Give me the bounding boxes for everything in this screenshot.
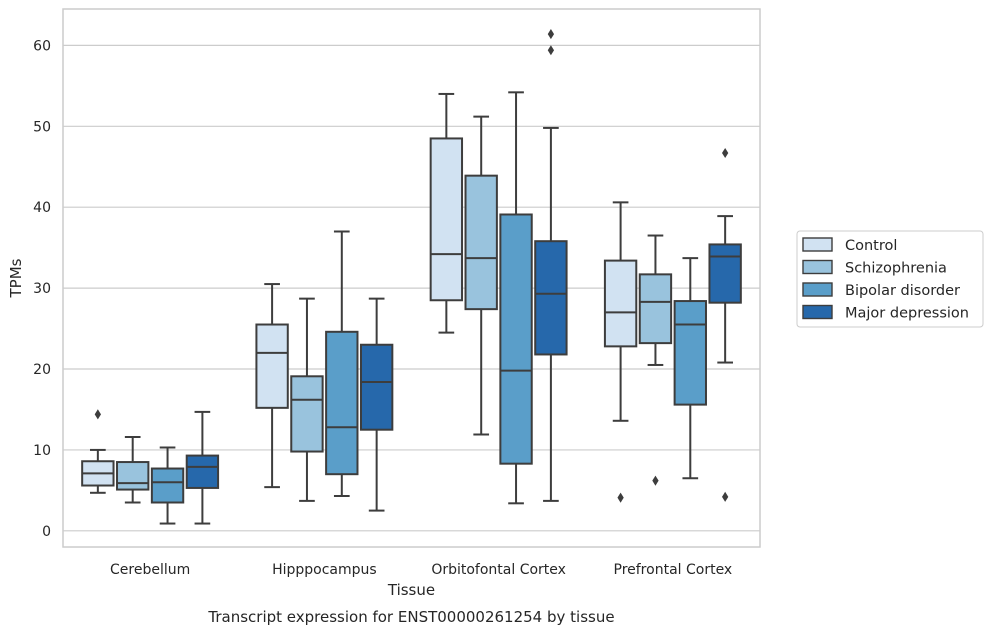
- x-tick-label: Prefrontal Cortex: [614, 562, 733, 578]
- gridlines: [63, 44, 760, 532]
- box-series-group: [81, 29, 742, 525]
- y-tick-label: 0: [42, 524, 51, 540]
- y-tick-label: 30: [33, 281, 51, 297]
- y-tick-label: 10: [33, 443, 51, 459]
- outlier-point: [94, 409, 101, 420]
- legend-swatch: [802, 304, 833, 320]
- box: [638, 273, 673, 345]
- box: [673, 300, 707, 406]
- y-tick-label: 50: [33, 119, 51, 135]
- y-tick-labels: 0 10 20 30 40 50 60: [33, 38, 51, 539]
- legend: Control Schizophrenia Bipolar disorder Majo…: [796, 230, 984, 328]
- outlier-point: [547, 45, 555, 56]
- box: [116, 461, 150, 491]
- outlier-point: [547, 29, 555, 40]
- y-tick-label: 60: [33, 38, 51, 54]
- box: [603, 259, 638, 348]
- outlier-point: [652, 475, 659, 486]
- series-major-depression: [185, 29, 742, 525]
- legend-swatch: [802, 237, 833, 252]
- outlier-point: [722, 491, 729, 502]
- x-axis-title: Tissue: [387, 581, 435, 599]
- x-tick-label: Hipppocampus: [272, 562, 377, 578]
- legend-label: Control: [845, 238, 897, 254]
- box: [708, 243, 742, 304]
- box: [255, 323, 289, 409]
- chart-caption: Transcript expression for ENST0000026125…: [207, 608, 614, 626]
- x-tick-label: Cerebellum: [110, 562, 190, 578]
- box: [290, 375, 324, 453]
- y-tick-label: 20: [33, 362, 51, 378]
- series-control: [81, 92, 638, 503]
- box: [150, 467, 185, 504]
- box: [325, 330, 359, 476]
- y-axis-title: TPMs: [7, 258, 25, 298]
- series-schizophrenia: [116, 115, 673, 504]
- y-tick-label: 40: [33, 200, 51, 216]
- x-tick-label: Orbitofontal Cortex: [431, 562, 566, 578]
- plot-frame: [62, 8, 761, 548]
- legend-label: Major depression: [845, 306, 969, 322]
- box: [185, 454, 220, 489]
- legend-label: Schizophrenia: [845, 261, 947, 277]
- box: [499, 213, 533, 465]
- legend-frame: [796, 230, 984, 328]
- legend-swatch: [802, 282, 833, 297]
- legend-label: Bipolar disorder: [845, 283, 960, 299]
- box: [534, 240, 568, 356]
- legend-swatch: [802, 259, 833, 275]
- x-tick-labels: Cerebellum Hipppocampus Orbitofontal Corte…: [110, 562, 732, 578]
- series-bipolar-disorder: [150, 91, 707, 525]
- outlier-point: [617, 492, 624, 503]
- box: [359, 343, 394, 431]
- box: [429, 137, 464, 302]
- box: [464, 174, 498, 311]
- outlier-point: [722, 147, 729, 159]
